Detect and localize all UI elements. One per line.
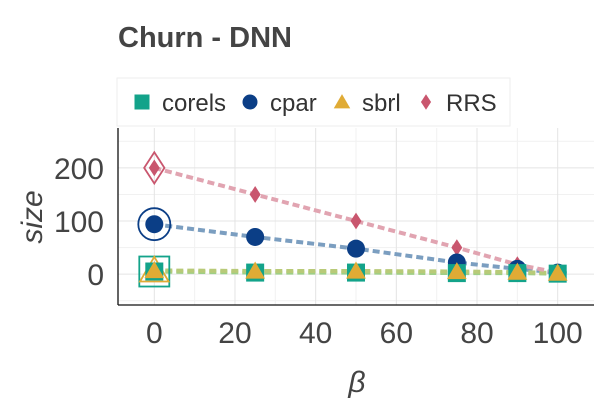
legend-label-cpar: cpar [270,90,317,117]
y-tick-label: 0 [87,259,104,292]
data-point-cpar [145,215,164,234]
legend-item-rrs: RRS [420,90,497,117]
data-point-rrs [148,159,160,177]
x-tick-label: 0 [146,317,163,350]
data-point-sbrl [245,261,266,279]
legend-label-rrs: RRS [446,90,497,117]
y-axis-label: size [16,190,49,243]
legend: corels cpar sbrl RRS [116,77,511,127]
data-point-sbrl [547,263,568,281]
legend-label-corels: corels [162,90,226,117]
x-axis-label: β [347,366,365,399]
legend-label-sbrl: sbrl [362,90,401,117]
highlight-marker-rrs [143,150,166,186]
chart-title: Churn - DNN [118,22,292,54]
data-point-sbrl [446,262,467,280]
highlight-marker-cpar [137,207,172,242]
series-line-cpar [154,222,558,275]
legend-item-sbrl: sbrl [333,90,401,117]
data-point-sbrl [346,261,366,279]
series-points [144,159,568,283]
data-point-rrs [249,186,261,203]
legend-marker-rrs [420,94,432,110]
x-tick-label: 80 [460,317,493,350]
legend-item-cpar: cpar [242,90,317,117]
legend-marker-corels [134,94,150,110]
tick-labels: 0 20 40 60 80 100 0 100 200 [54,153,583,350]
data-point-cpar [246,227,265,246]
x-tick-label: 60 [380,317,413,350]
legend-marker-cpar [242,94,258,110]
x-tick-label: 40 [299,317,332,350]
legend-box [116,77,511,127]
x-tick-label: 100 [533,317,583,350]
y-tick-label: 100 [54,206,104,239]
data-point-sbrl [507,262,528,280]
y-tick-label: 200 [54,153,104,186]
data-point-sbrl [144,261,165,279]
legend-marker-sbrl [333,94,351,109]
data-point-rrs [451,239,463,256]
data-point-rrs [350,212,362,230]
legend-item-corels: corels [134,90,226,117]
data-point-cpar [347,239,365,258]
axes [117,128,594,306]
x-tick-label: 20 [218,317,251,350]
